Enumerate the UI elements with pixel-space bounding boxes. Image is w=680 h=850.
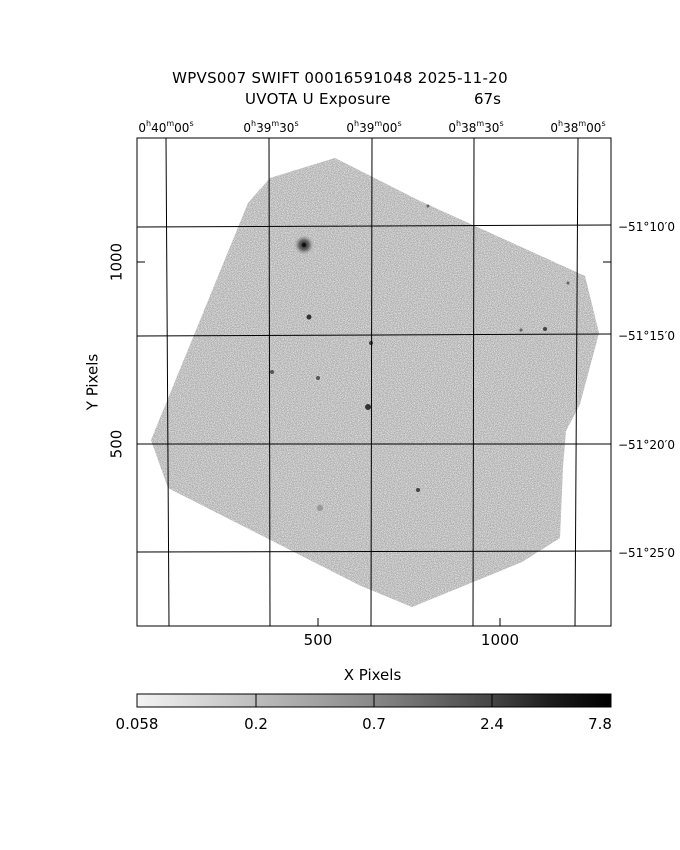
star [543, 327, 547, 331]
faint-source [317, 505, 323, 511]
star [369, 341, 373, 345]
dec-label: −51°15′0 [618, 329, 675, 343]
bright-star-core [301, 242, 307, 248]
y-tick-label: 1000 [107, 242, 126, 282]
ra-grid-line [370, 137, 373, 627]
colorbar-label: 2.4 [480, 715, 504, 733]
ra-label: 0h40m00s [138, 119, 194, 135]
star [416, 488, 420, 492]
star [519, 328, 523, 332]
colorbar-label: 0.058 [115, 715, 159, 733]
colorbar [136, 693, 612, 708]
ra-grid-line [268, 137, 271, 627]
ra-grid-line [574, 137, 579, 627]
colorbar-label: 0.7 [362, 715, 386, 733]
star [566, 281, 570, 285]
star [270, 370, 274, 374]
dec-label: −51°10′0 [618, 220, 675, 234]
coordinate-grid [136, 137, 612, 627]
y-tick-label: 500 [107, 429, 126, 459]
x-axis-label: X Pixels [343, 666, 402, 684]
ra-label: 0h38m00s [550, 119, 606, 135]
star [426, 204, 430, 208]
star [365, 404, 371, 410]
dec-label: −51°25′0 [618, 546, 675, 560]
exposure-time: 67s [474, 90, 501, 108]
exposure-field [151, 158, 599, 607]
image-subtitle: UVOTA U Exposure [245, 90, 391, 108]
image-title: WPVS007 SWIFT 00016591048 2025-11-20 [172, 69, 508, 87]
plot-frame [136, 137, 612, 627]
dec-grid-line [136, 333, 612, 337]
exposure-noise [151, 158, 599, 607]
dec-grid-line [136, 550, 612, 553]
ra-grid-line [472, 137, 475, 627]
ra-label: 0h39m00s [346, 119, 402, 135]
star [306, 314, 312, 320]
colorbar-label: 0.2 [244, 715, 268, 733]
colorbar-label: 7.8 [588, 715, 612, 733]
dec-grid-line [136, 224, 612, 228]
x-tick-label: 1000 [480, 631, 520, 649]
ra-label: 0h39m30s [243, 119, 299, 135]
ra-label: 0h38m30s [448, 119, 504, 135]
dec-label: −51°20′0 [618, 438, 675, 452]
star [316, 376, 320, 380]
y-axis-label: Y Pixels [83, 353, 102, 411]
x-tick-label: 500 [303, 631, 333, 649]
ra-grid-line [165, 137, 170, 627]
